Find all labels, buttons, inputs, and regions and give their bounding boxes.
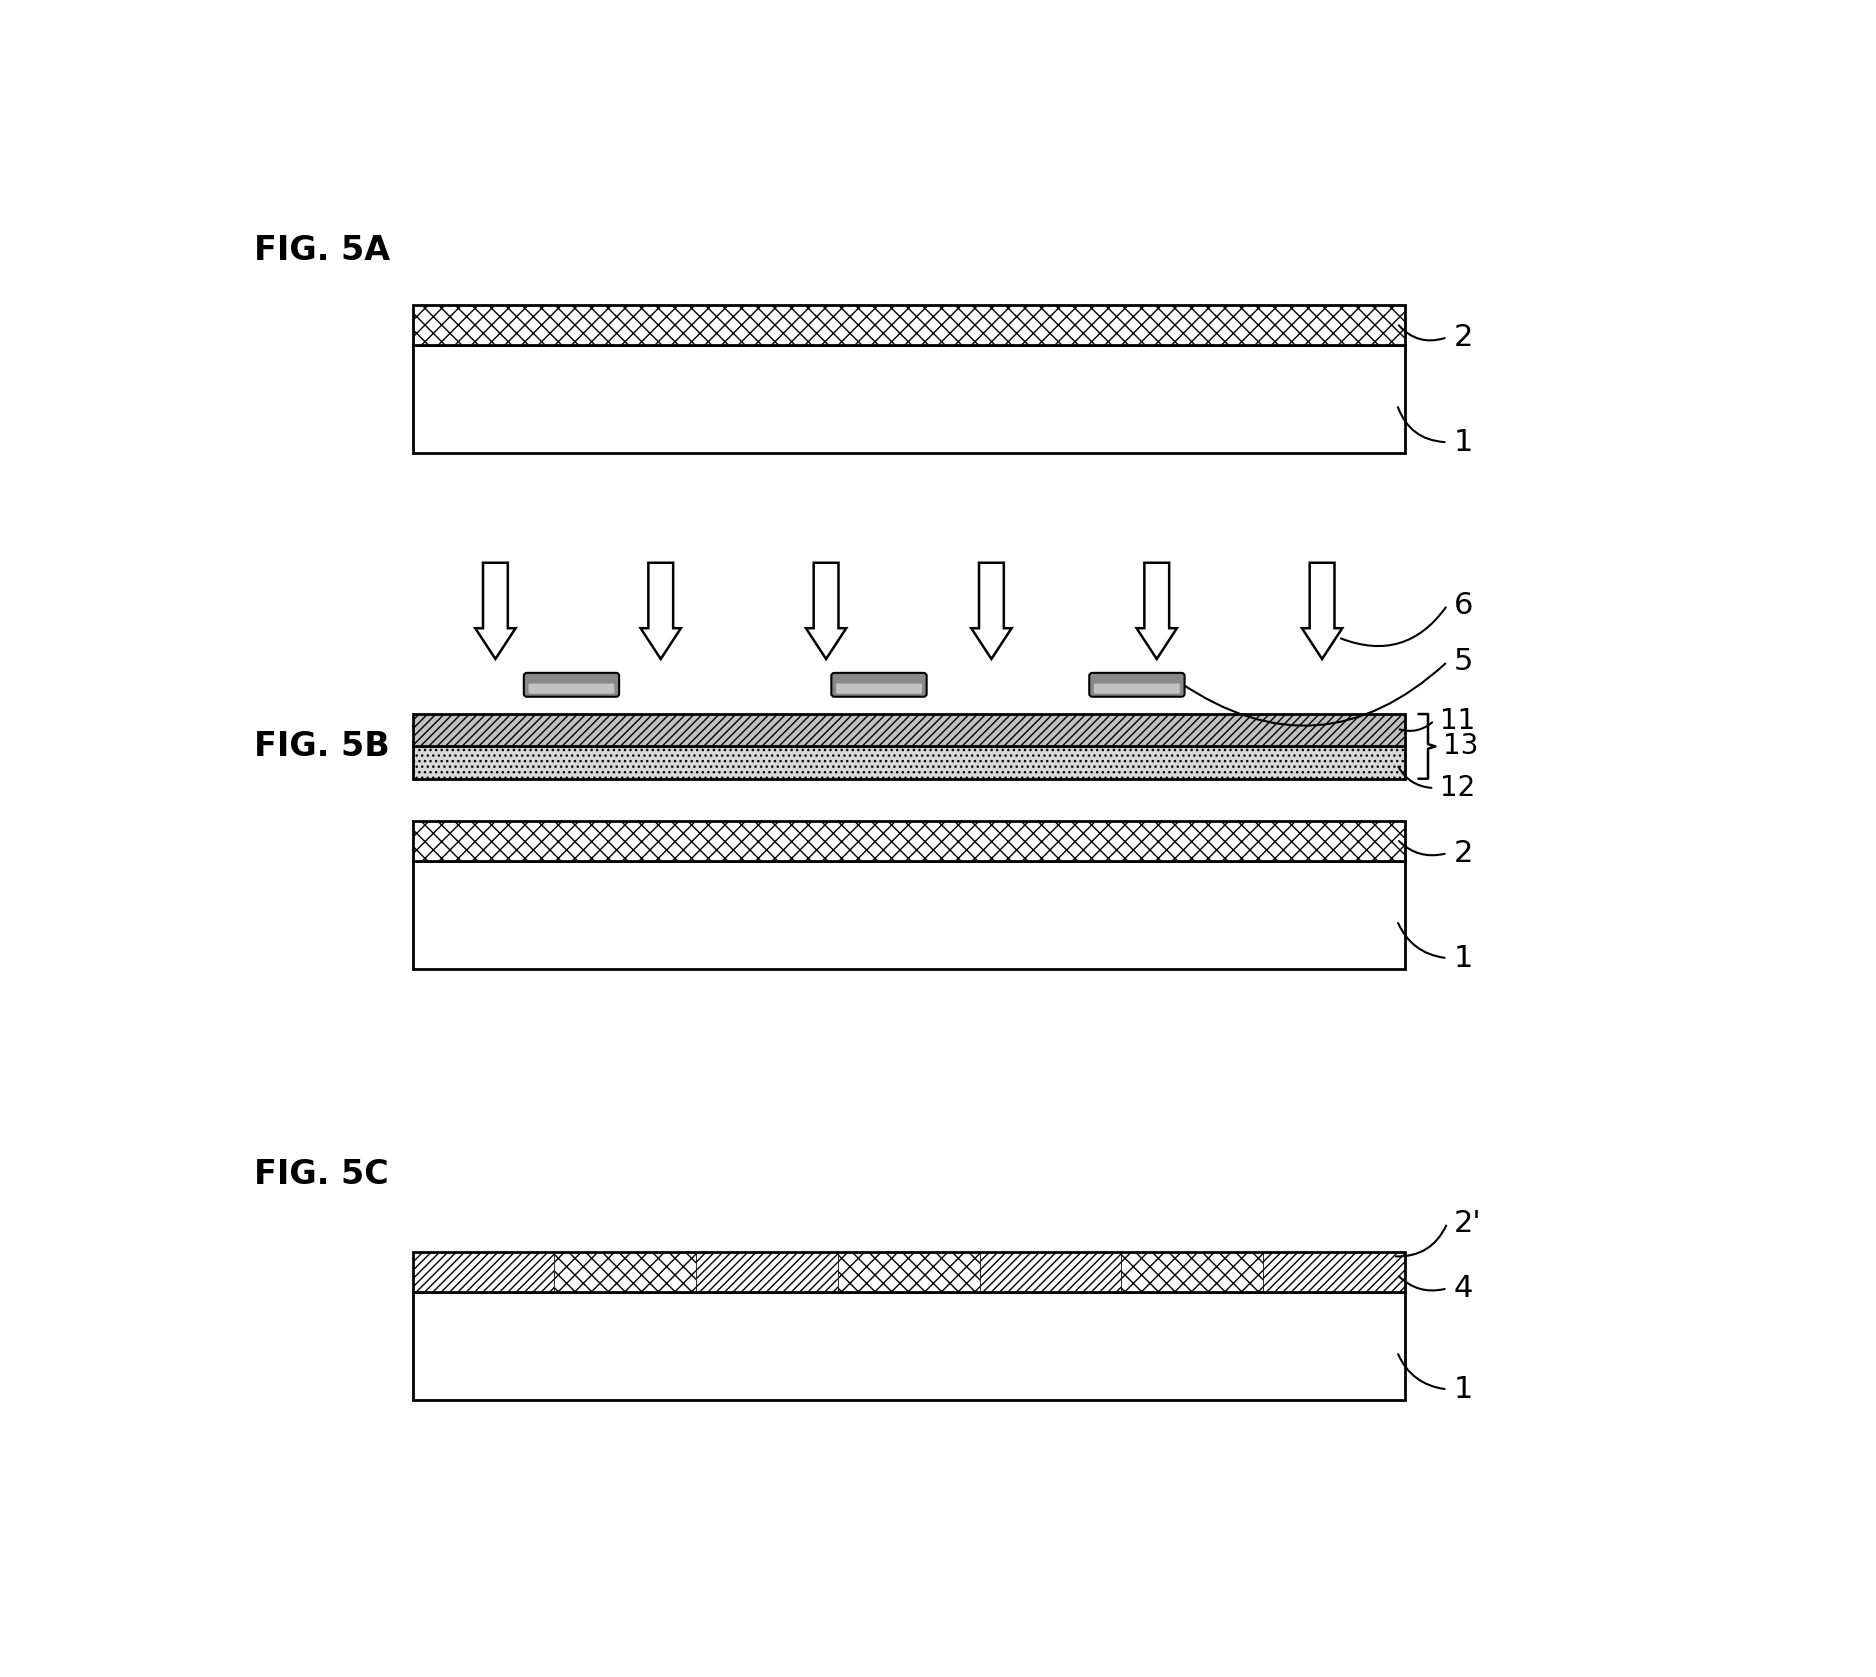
FancyBboxPatch shape bbox=[523, 672, 619, 696]
Bar bbox=[555, 1253, 696, 1293]
Polygon shape bbox=[1302, 563, 1341, 659]
Text: 6: 6 bbox=[1454, 590, 1473, 619]
Text: 1: 1 bbox=[1454, 944, 1473, 973]
Text: FIG. 5B: FIG. 5B bbox=[253, 729, 390, 763]
Bar bbox=[413, 1253, 555, 1293]
Bar bbox=[696, 1253, 839, 1293]
Bar bbox=[413, 1253, 1405, 1293]
Text: 5: 5 bbox=[1454, 647, 1473, 676]
Bar bbox=[413, 822, 1405, 860]
Polygon shape bbox=[807, 563, 846, 659]
Text: FIG. 5C: FIG. 5C bbox=[253, 1157, 388, 1191]
Text: FIG. 5A: FIG. 5A bbox=[253, 233, 390, 267]
Text: 4: 4 bbox=[1454, 1275, 1473, 1303]
Text: 1: 1 bbox=[1454, 428, 1473, 456]
Polygon shape bbox=[972, 563, 1011, 659]
Bar bbox=[413, 345, 1405, 453]
FancyBboxPatch shape bbox=[1090, 672, 1184, 696]
Bar bbox=[413, 305, 1405, 345]
Text: 2: 2 bbox=[1454, 322, 1473, 352]
Bar bbox=[979, 1253, 1122, 1293]
Polygon shape bbox=[640, 563, 681, 659]
FancyBboxPatch shape bbox=[1094, 684, 1180, 694]
Text: 11: 11 bbox=[1441, 706, 1476, 735]
Text: 2': 2' bbox=[1454, 1209, 1482, 1238]
Text: 12: 12 bbox=[1441, 775, 1476, 802]
Text: 1: 1 bbox=[1454, 1375, 1473, 1404]
Bar bbox=[413, 746, 1405, 778]
FancyBboxPatch shape bbox=[837, 684, 921, 694]
Bar bbox=[413, 714, 1405, 746]
Polygon shape bbox=[1137, 563, 1176, 659]
Bar bbox=[413, 1293, 1405, 1400]
Bar bbox=[413, 860, 1405, 969]
Text: 2: 2 bbox=[1454, 838, 1473, 867]
FancyBboxPatch shape bbox=[529, 684, 615, 694]
Bar bbox=[1263, 1253, 1405, 1293]
Bar bbox=[839, 1253, 979, 1293]
Polygon shape bbox=[475, 563, 516, 659]
Text: 13: 13 bbox=[1443, 733, 1478, 760]
FancyBboxPatch shape bbox=[831, 672, 927, 696]
Bar bbox=[1122, 1253, 1263, 1293]
